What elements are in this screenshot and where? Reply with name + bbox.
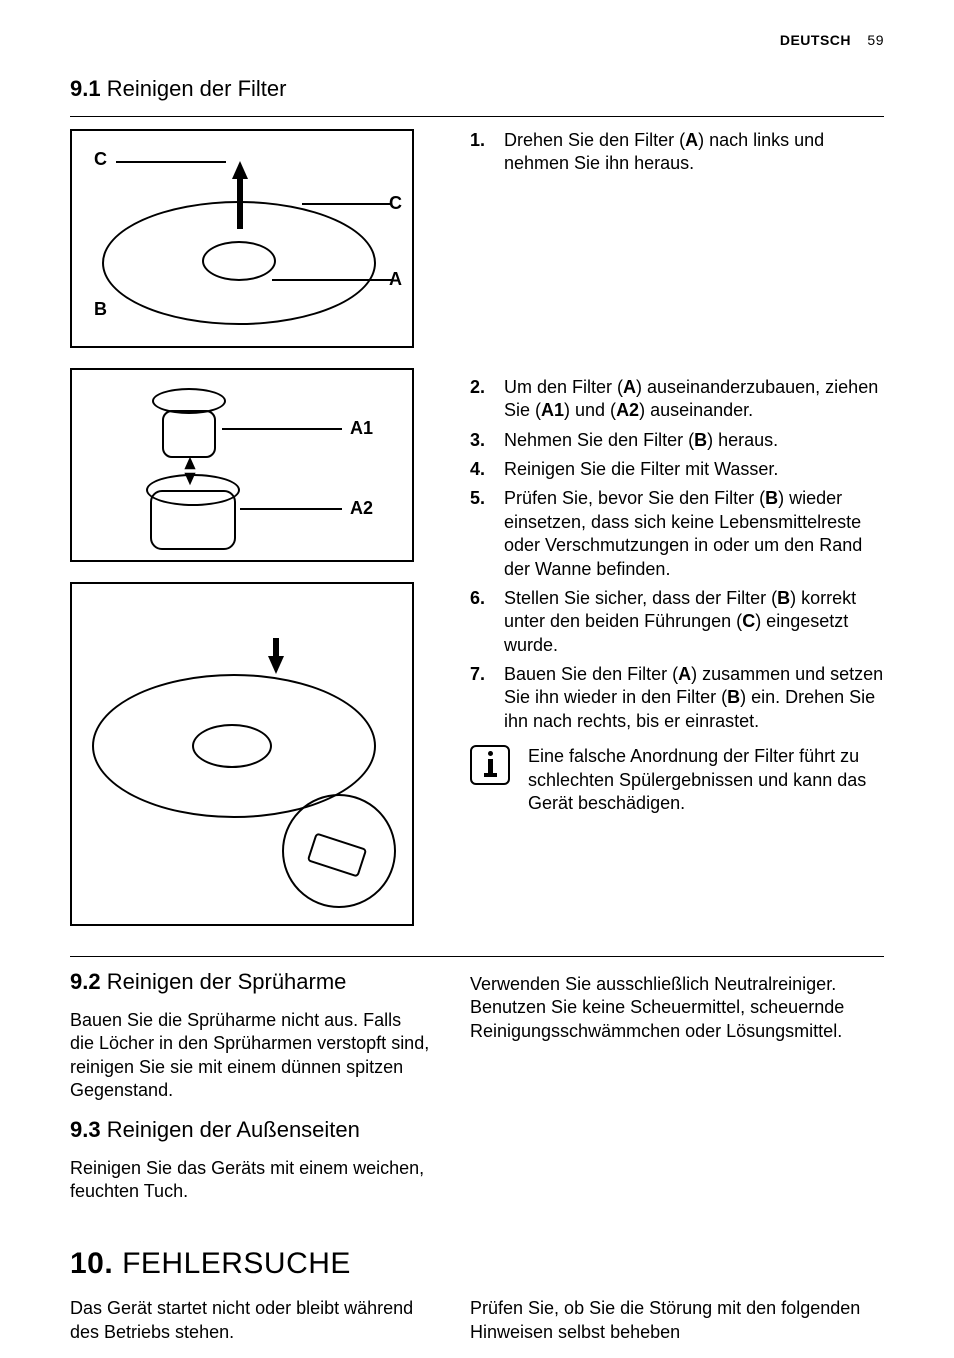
info-icon <box>470 745 510 785</box>
section-9-2-3-columns: 9.2 Reinigen der Sprüharme Bauen Sie die… <box>70 969 884 1217</box>
list-item: 3. Nehmen Sie den Filter (B) heraus. <box>470 429 884 452</box>
step-number: 5. <box>470 487 504 581</box>
section-number: 9.3 <box>70 1117 101 1142</box>
section-9-1-columns: C C A B A1 A2 <box>70 129 884 946</box>
step-text: Stellen Sie sicher, dass der Filter (B) … <box>504 587 884 657</box>
section-9-3-body-right: Verwenden Sie ausschließlich Neutralrein… <box>470 973 884 1043</box>
list-item: 4. Reinigen Sie die Filter mit Wasser. <box>470 458 884 481</box>
section-divider <box>70 956 884 957</box>
section-title-text: FEHLERSUCHE <box>122 1247 351 1280</box>
right-text-column: Verwenden Sie ausschließlich Neutralrein… <box>470 969 884 1217</box>
step-number: 6. <box>470 587 504 657</box>
figure-label-a2: A2 <box>350 498 373 519</box>
left-text-column: 9.2 Reinigen der Sprüharme Bauen Sie die… <box>70 969 430 1217</box>
step-text: Reinigen Sie die Filter mit Wasser. <box>504 458 884 481</box>
arrow-down-icon <box>184 473 195 486</box>
arrow-up-icon <box>232 161 248 179</box>
info-icon-serif <box>484 773 497 777</box>
step-number: 2. <box>470 376 504 423</box>
step-number: 4. <box>470 458 504 481</box>
figure-label-c: C <box>389 193 402 214</box>
step-list-top: 1. Drehen Sie den Filter (A) nach links … <box>470 129 884 176</box>
arrow-up-icon <box>184 457 195 470</box>
section-10-heading: 10. FEHLERSUCHE <box>70 1247 884 1281</box>
leader-line <box>222 428 342 430</box>
sketch-cyl-a1 <box>162 410 216 458</box>
section-10-right: Prüfen Sie, ob Sie die Störung mit den f… <box>470 1297 884 1358</box>
step-text: Drehen Sie den Filter (A) nach links und… <box>504 129 884 176</box>
manual-page: DEUTSCH 59 9.1 Reinigen der Filter C C A… <box>0 0 954 1352</box>
list-item: 7. Bauen Sie den Filter (A) zusammen und… <box>470 663 884 733</box>
steps-column: 1. Drehen Sie den Filter (A) nach links … <box>470 129 884 946</box>
step-text: Nehmen Sie den Filter (B) heraus. <box>504 429 884 452</box>
step-number: 7. <box>470 663 504 733</box>
figure-label-c: C <box>94 149 107 170</box>
step-number: 1. <box>470 129 504 176</box>
section-number: 9.2 <box>70 969 101 994</box>
arrow-stem <box>237 179 243 229</box>
section-10-body-left: Das Gerät startet nicht oder bleibt währ… <box>70 1297 430 1344</box>
section-9-3-title: 9.3 Reinigen der Außenseiten <box>70 1117 430 1143</box>
section-title-text: Reinigen der Außenseiten <box>107 1117 360 1142</box>
figure-label-b: B <box>94 299 107 320</box>
figures-column: C C A B A1 A2 <box>70 129 430 946</box>
figure-3-reinstall <box>70 582 414 926</box>
section-title-text: Reinigen der Sprüharme <box>107 969 347 994</box>
figure-2-filter-parts: A1 A2 <box>70 368 414 562</box>
figure-1-filter-assembly: C C A B <box>70 129 414 348</box>
leader-line <box>302 203 392 205</box>
sketch-center <box>202 241 276 281</box>
info-note: Eine falsche Anordnung der Filter führt … <box>470 745 884 815</box>
leader-line <box>240 508 342 510</box>
step-text: Prüfen Sie, bevor Sie den Filter (B) wie… <box>504 487 884 581</box>
section-9-1-title: 9.1 Reinigen der Filter <box>70 76 884 102</box>
sketch-center <box>192 724 272 768</box>
step-text: Bauen Sie den Filter (A) zusammen und se… <box>504 663 884 733</box>
section-9-3-body-left: Reinigen Sie das Geräts mit einem weiche… <box>70 1157 430 1204</box>
section-10-left: Das Gerät startet nicht oder bleibt währ… <box>70 1297 430 1358</box>
leader-line <box>116 161 226 163</box>
step-text: Um den Filter (A) auseinanderzubauen, zi… <box>504 376 884 423</box>
list-item: 2. Um den Filter (A) auseinanderzubauen,… <box>470 376 884 423</box>
arrow-stem <box>273 638 279 660</box>
sketch-cyl-a2 <box>150 490 236 550</box>
section-divider <box>70 116 884 117</box>
section-10-body-right: Prüfen Sie, ob Sie die Störung mit den f… <box>470 1297 884 1344</box>
figure-label-a1: A1 <box>350 418 373 439</box>
section-number: 9.1 <box>70 76 101 101</box>
section-9-2-title: 9.2 Reinigen der Sprüharme <box>70 969 430 995</box>
section-10-columns: Das Gerät startet nicht oder bleibt währ… <box>70 1297 884 1358</box>
section-number: 10. <box>70 1247 113 1280</box>
leader-line <box>272 279 392 281</box>
page-header: DEUTSCH 59 <box>70 32 884 48</box>
section-9-2-body: Bauen Sie die Sprüharme nicht aus. Falls… <box>70 1009 430 1103</box>
list-item: 6. Stellen Sie sicher, dass der Filter (… <box>470 587 884 657</box>
info-icon-dot <box>488 751 493 756</box>
figure-label-a: A <box>389 269 402 290</box>
list-item: 5. Prüfen Sie, bevor Sie den Filter (B) … <box>470 487 884 581</box>
step-list-rest: 2. Um den Filter (A) auseinanderzubauen,… <box>470 376 884 733</box>
list-item: 1. Drehen Sie den Filter (A) nach links … <box>470 129 884 176</box>
header-language: DEUTSCH <box>780 32 851 48</box>
info-note-text: Eine falsche Anordnung der Filter führt … <box>528 745 884 815</box>
header-page-number: 59 <box>867 32 884 48</box>
step-number: 3. <box>470 429 504 452</box>
section-title-text: Reinigen der Filter <box>107 76 287 101</box>
